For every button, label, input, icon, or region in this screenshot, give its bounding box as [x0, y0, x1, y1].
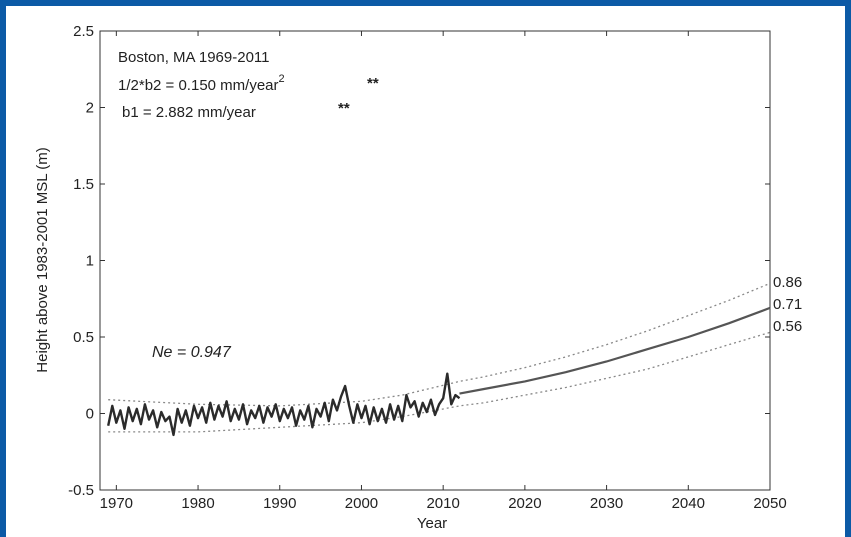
b2-text: 1/2*b2 = 0.150 mm/year	[118, 77, 279, 94]
x-tick-label: 2030	[590, 495, 623, 512]
upper-bound-line	[108, 282, 771, 407]
x-axis-label: Year	[417, 515, 447, 532]
y-tick-label: 2	[86, 100, 94, 117]
projection-line	[459, 306, 771, 395]
ne-label: Ne = 0.947	[152, 344, 232, 361]
b1-label: b1 = 2.882 mm/year	[122, 104, 256, 121]
end-label-lower: 0.56	[773, 318, 802, 335]
x-tick-label: 2040	[672, 495, 705, 512]
end-label-central: 0.71	[773, 296, 802, 313]
y-axis-label: Height above 1983-2001 MSL (m)	[34, 147, 51, 372]
x-tick-label: 1980	[181, 495, 214, 512]
observed-line	[107, 372, 461, 437]
b2-superscript: 2	[279, 73, 285, 85]
location-label: Boston, MA 1969-2011	[118, 49, 270, 66]
lower-bound-line	[108, 331, 771, 433]
x-tick-label: 1970	[100, 495, 133, 512]
b1-significance: **	[338, 100, 350, 117]
x-tick-label: 1990	[263, 495, 296, 512]
y-tick-label: -0.5	[68, 482, 94, 499]
x-tick-label: 2050	[753, 495, 786, 512]
x-tick-label: 2010	[426, 495, 459, 512]
x-tick-label: 2000	[345, 495, 378, 512]
end-label-upper: 0.86	[773, 274, 802, 291]
series-group	[107, 282, 771, 437]
y-tick-label: 0	[86, 406, 94, 423]
y-tick-label: 1	[86, 253, 94, 270]
plot-area	[99, 30, 771, 491]
x-tick-label: 2020	[508, 495, 541, 512]
y-tick-label: 2.5	[73, 23, 94, 40]
b2-label: 1/2*b2 = 0.150 mm/year2	[118, 73, 285, 94]
y-axis-ticks: -0.5 0 0.5 1 1.5 2 2.5	[68, 23, 770, 499]
x-axis-ticks: 1970 1980 1990 2000 2010 2020 2030 2040 2050	[100, 31, 787, 512]
y-tick-label: 0.5	[73, 329, 94, 346]
b2-significance: **	[367, 75, 379, 92]
y-tick-label: 1.5	[73, 176, 94, 193]
